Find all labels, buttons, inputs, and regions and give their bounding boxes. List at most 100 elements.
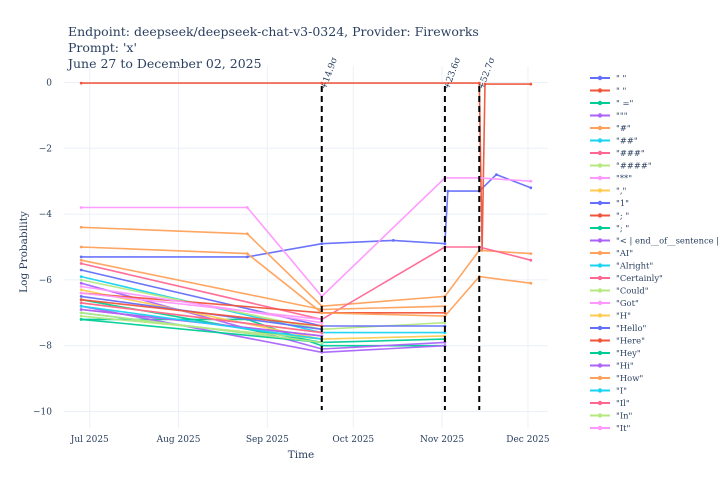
y-axis-title: Log Probability [18, 211, 30, 293]
legend-marker [597, 113, 603, 118]
data-point [79, 206, 83, 209]
change-point-label: +23.6σ [442, 56, 463, 91]
legend-item[interactable]: "Here" [590, 336, 645, 346]
legend-marker [597, 238, 603, 243]
legend-item[interactable]: "Got" [590, 298, 639, 308]
legend-marker [597, 163, 603, 168]
legend-label: "Got" [616, 298, 639, 308]
legend-item[interactable]: "Hi" [590, 361, 634, 371]
y-tick-label: −4 [39, 210, 53, 220]
data-point [79, 245, 83, 249]
legend-item[interactable]: "Certainly" [590, 273, 663, 283]
series-line-0 [81, 173, 532, 258]
x-tick-label: Sep 2025 [246, 435, 289, 445]
data-point [79, 295, 83, 298]
legend-label: "It" [616, 423, 631, 433]
legend-item[interactable]: """ [590, 111, 628, 121]
series-line-28 [81, 292, 322, 321]
data-point [79, 318, 83, 321]
data-point [79, 255, 83, 259]
data-point [320, 81, 324, 85]
y-tick-label: −6 [39, 276, 53, 286]
x-tick-label: Dec 2025 [506, 435, 550, 445]
series-line-4 [81, 226, 531, 308]
legend-item[interactable]: "#" [590, 123, 631, 133]
legend-label: "Could" [616, 286, 649, 296]
legend-item[interactable]: "Could" [590, 286, 649, 296]
legend-label: "; " [616, 223, 629, 233]
data-point [79, 281, 83, 285]
x-tick-label: Nov 2025 [420, 435, 464, 445]
data-point [79, 262, 83, 265]
legend-label: "###" [616, 148, 645, 158]
legend-marker [597, 88, 603, 93]
legend-item[interactable]: "In" [590, 411, 633, 421]
legend-label: " " [616, 86, 627, 96]
data-point [79, 258, 83, 262]
data-point [529, 82, 533, 86]
legend-item[interactable]: "Hello" [590, 323, 647, 333]
legend-marker [597, 325, 603, 331]
legend-label: "H" [616, 311, 631, 321]
data-point [79, 314, 83, 318]
legend-marker [597, 75, 603, 81]
legend-marker [597, 388, 603, 393]
legend-marker [597, 138, 603, 143]
legend-item[interactable]: "Alright" [590, 261, 653, 271]
legend-label: "In" [616, 411, 633, 421]
data-point [483, 82, 487, 86]
legend-item[interactable]: "; " [590, 211, 629, 221]
legend-item[interactable]: "I" [590, 386, 627, 396]
legend-item[interactable]: "Il" [590, 398, 630, 408]
data-point [443, 242, 447, 246]
data-point [79, 225, 83, 229]
legend-item[interactable]: "###" [590, 148, 645, 158]
data-point [79, 298, 83, 302]
legend-label: "," [616, 186, 627, 196]
data-point [79, 304, 83, 308]
data-point [79, 301, 83, 305]
legend-item[interactable]: "It" [590, 423, 631, 433]
legend-item[interactable]: "; " [590, 223, 629, 233]
data-point [79, 278, 83, 282]
series-line-27 [81, 312, 322, 344]
legend-item[interactable]: "< | end__of__sentence | >" [590, 236, 720, 247]
legend-item[interactable]: "How" [590, 373, 643, 383]
legend-item[interactable]: "H" [590, 311, 631, 321]
legend-item[interactable]: "####" [590, 161, 652, 171]
legend-marker [597, 200, 603, 206]
legend-label: "How" [616, 373, 643, 383]
legend-item[interactable]: "**" [590, 173, 632, 183]
legend[interactable]: " " " " " =" """ "#" "##" "###" "####" "**" "," "1… [590, 73, 720, 433]
legend-item[interactable]: "," [590, 186, 627, 196]
data-point [495, 173, 498, 177]
legend-marker [597, 350, 603, 356]
legend-label: "Hi" [616, 361, 634, 371]
legend-item[interactable]: " =" [590, 98, 634, 108]
legend-marker [597, 363, 603, 368]
legend-item[interactable]: "Hey" [590, 348, 641, 358]
legend-label: "I" [616, 386, 627, 396]
change-points: +14.9σ +23.6σ +52.7σ [319, 56, 498, 410]
data-point [79, 285, 83, 288]
series-lines [79, 81, 533, 354]
data-point [320, 311, 324, 315]
legend-item[interactable]: "1" [590, 198, 629, 208]
legend-label: """ [616, 111, 628, 121]
data-point [79, 268, 83, 272]
x-axis-ticks: Jul 2025 Aug 2025 Sep 2025 Oct 2025 Nov 2025… [70, 435, 550, 445]
legend-item[interactable]: " " [590, 73, 627, 83]
legend-item[interactable]: " " [590, 86, 627, 96]
y-tick-label: −2 [39, 144, 52, 154]
data-point [79, 81, 83, 85]
x-tick-label: Jul 2025 [70, 435, 109, 445]
x-tick-label: Oct 2025 [332, 435, 374, 445]
data-point [245, 252, 249, 256]
legend-item[interactable]: "##" [590, 136, 638, 146]
legend-item[interactable]: "AI" [590, 248, 633, 258]
data-point [529, 179, 533, 183]
legend-label: "1" [616, 198, 629, 208]
data-point [79, 291, 83, 295]
data-point [391, 239, 395, 242]
legend-marker [597, 225, 603, 231]
